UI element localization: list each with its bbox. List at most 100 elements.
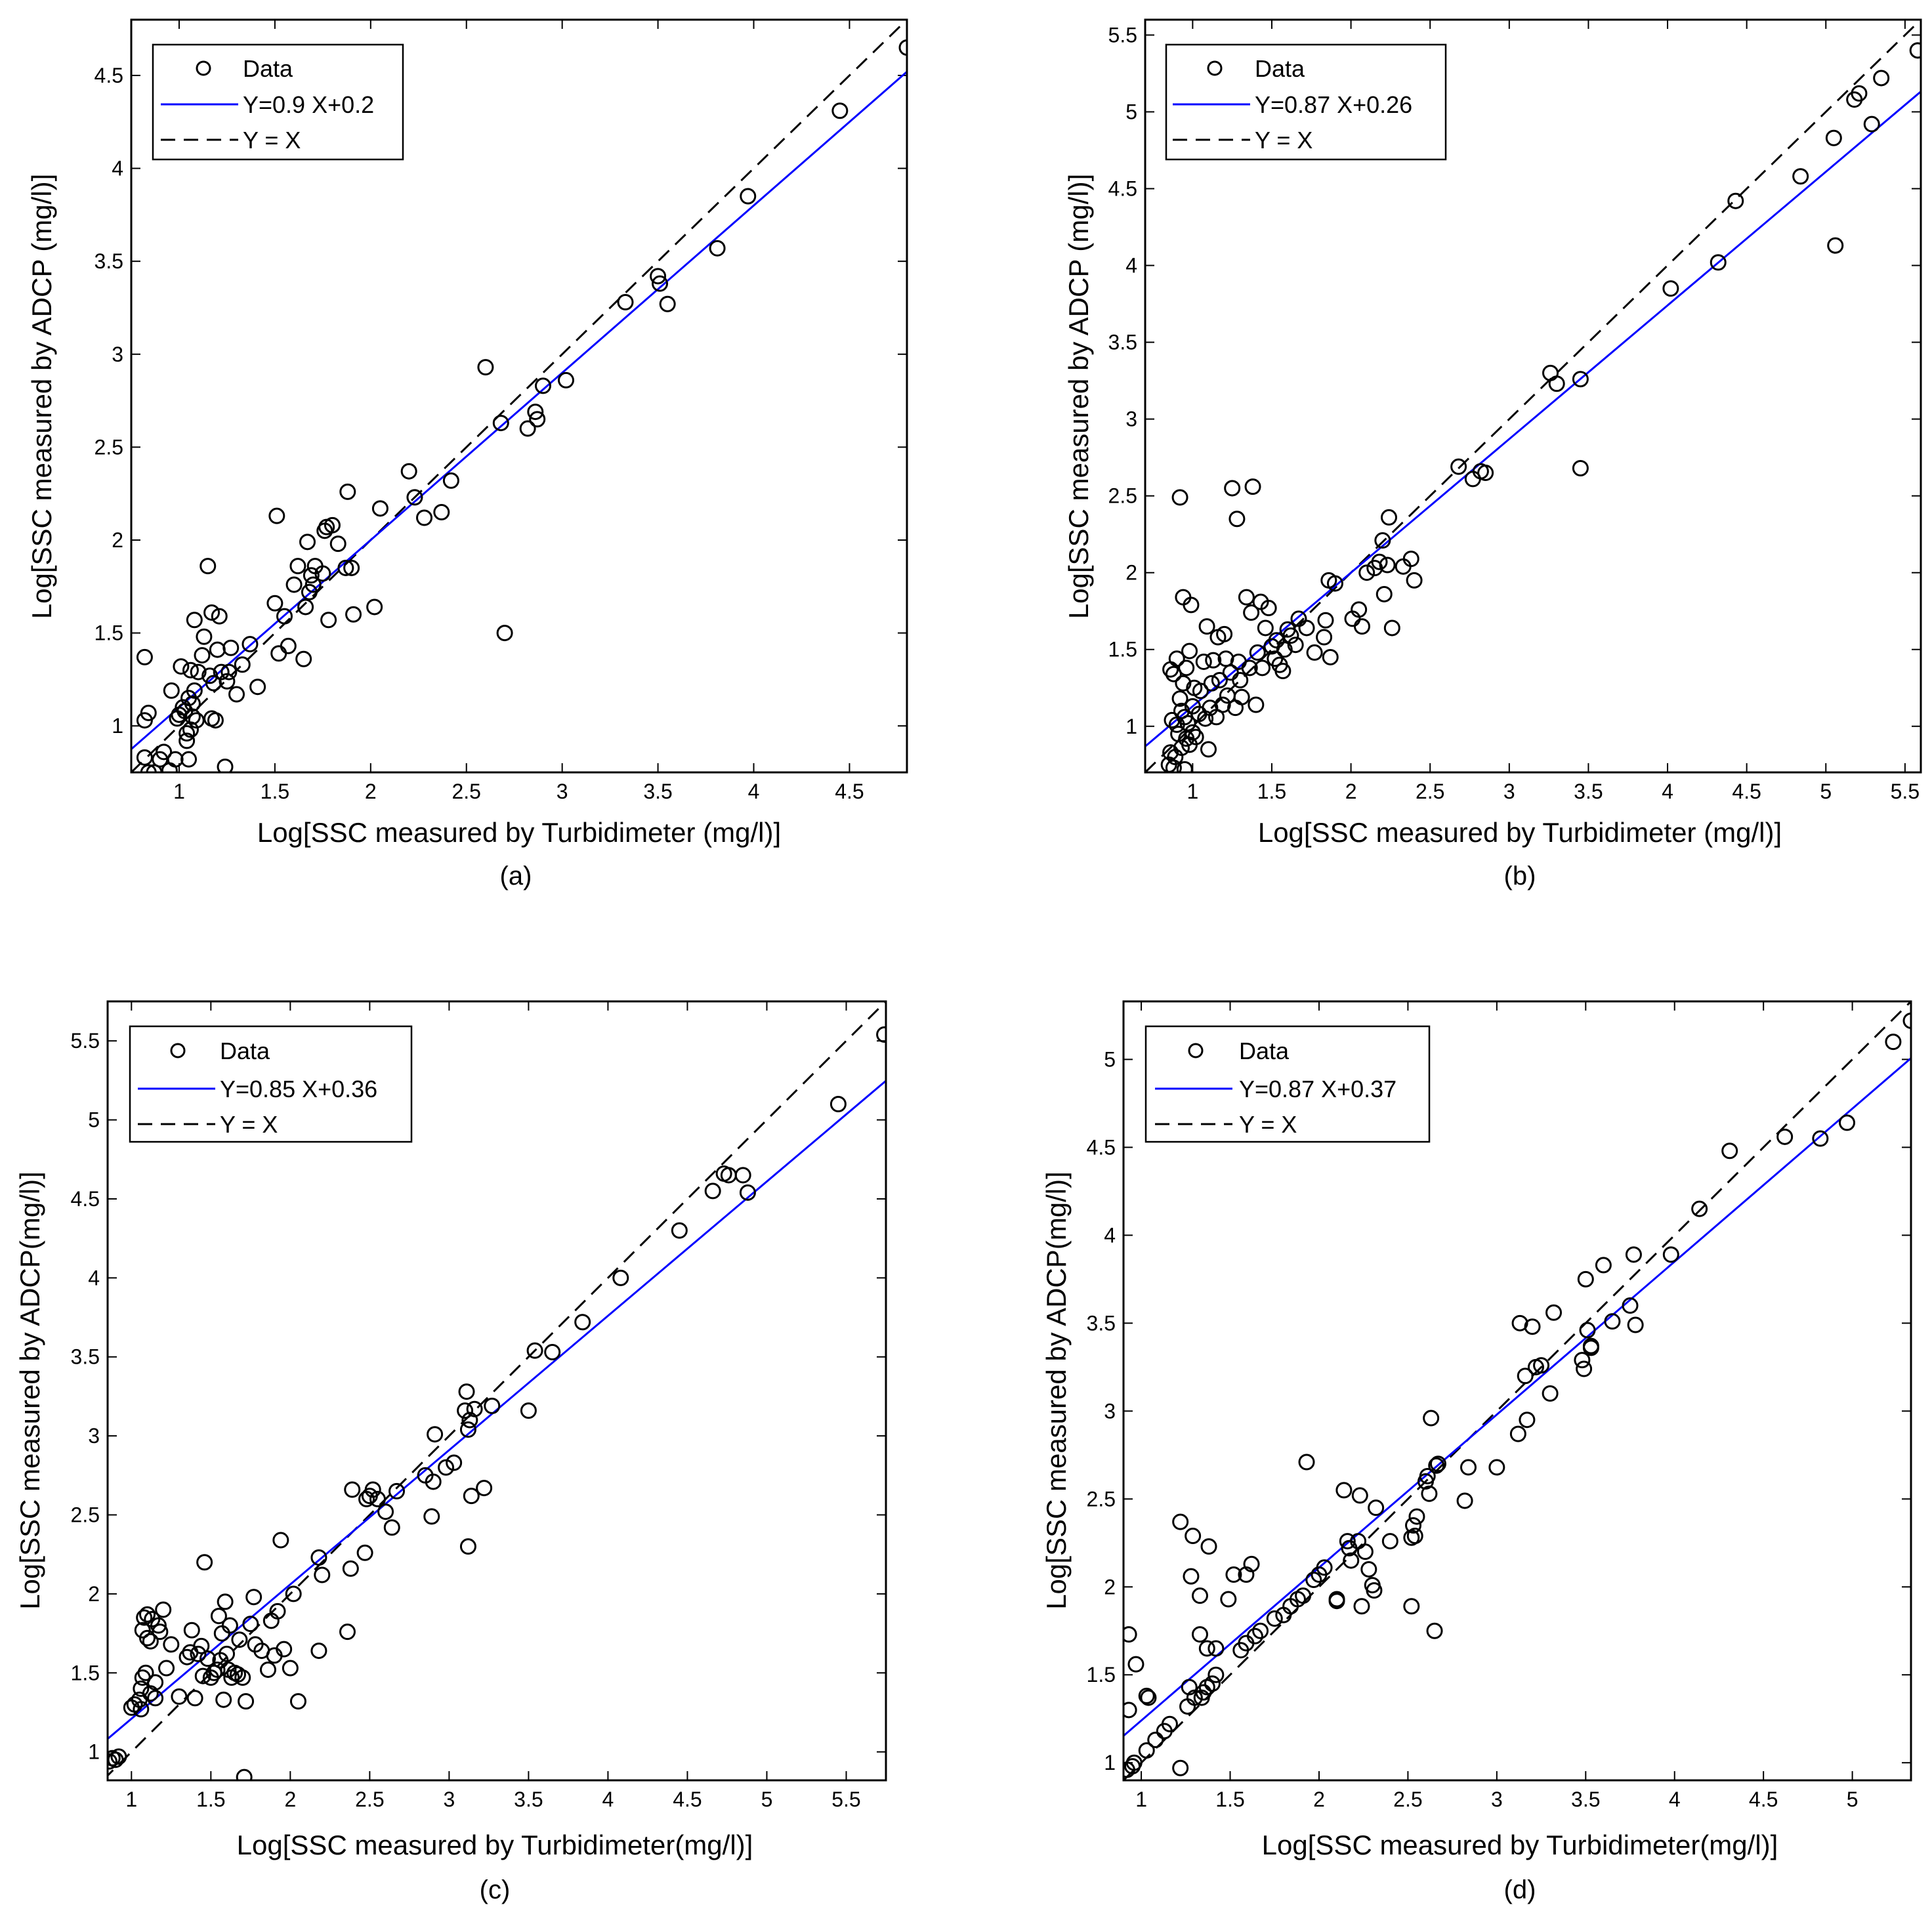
panel-c-data-point bbox=[259, 1661, 276, 1678]
panel-a-data-point bbox=[314, 565, 331, 582]
panel-c-data-point bbox=[190, 1645, 207, 1662]
panel-b-data-point bbox=[1244, 478, 1261, 495]
panel-d-data-point bbox=[1208, 1666, 1225, 1683]
panel-a-data-point bbox=[492, 415, 509, 432]
panel-c-caption: (c) bbox=[480, 1875, 511, 1904]
panel-b-legend-data-marker bbox=[1207, 60, 1223, 76]
panel-c-data-point bbox=[194, 1667, 211, 1685]
panel-b-data-point bbox=[1183, 597, 1200, 614]
panel-b-data-point bbox=[1168, 650, 1185, 667]
panel-c-ytick-label: 5 bbox=[88, 1108, 100, 1132]
panel-b-legend-identity-label: Y = X bbox=[1255, 127, 1312, 154]
panel-a-ytick-label: 1 bbox=[112, 714, 123, 738]
panel-b-xtick-label: 1 bbox=[1186, 780, 1198, 803]
panel-d-data-point bbox=[1366, 1582, 1383, 1599]
panel-a-data-point bbox=[217, 759, 234, 772]
panel-c-data-point bbox=[139, 1629, 156, 1646]
panel-a-data-point bbox=[184, 695, 201, 712]
panel-d-legend-identity-label: Y = X bbox=[1239, 1111, 1297, 1138]
panel-b-xlabel: Log[SSC measured by Turbidimeter (mg/l)] bbox=[1258, 817, 1782, 848]
panel-d-axes-box bbox=[1122, 1000, 1912, 1782]
panel-c-data-point bbox=[133, 1680, 150, 1697]
panel-b-data-point bbox=[1184, 724, 1201, 741]
panel-c-data-point bbox=[466, 1400, 483, 1417]
panel-d-data-point bbox=[1691, 1200, 1708, 1217]
panel-d-data-point bbox=[1339, 1533, 1356, 1550]
panel-a-data-point bbox=[659, 295, 676, 312]
panel-b-xtick-label: 2 bbox=[1345, 780, 1357, 803]
panel-c-data-point bbox=[178, 1648, 196, 1665]
panel-a-data-point bbox=[268, 507, 285, 524]
panel-a-data-point bbox=[173, 658, 190, 675]
panel-b-data-point bbox=[1572, 460, 1589, 477]
panel-d-xtick-label: 2.5 bbox=[1393, 1788, 1422, 1811]
panel-a-data-point bbox=[519, 420, 536, 437]
panel-a-data-point bbox=[617, 293, 634, 310]
panel-c-data-point bbox=[459, 1421, 476, 1438]
panel-a-data-point bbox=[219, 673, 236, 690]
panel-a-data-point bbox=[182, 721, 199, 738]
panel-a-legend-fit-label: Y=0.9 X+0.2 bbox=[243, 91, 374, 118]
panel-b-xtick-label: 3.5 bbox=[1574, 780, 1603, 803]
panel-c-data-point bbox=[377, 1503, 394, 1520]
panel-b-fit-line bbox=[1145, 91, 1921, 747]
panel-a-data-point bbox=[140, 704, 157, 721]
panel-b-data-point bbox=[1662, 280, 1679, 297]
panel-c-data-point bbox=[158, 1660, 175, 1677]
panel-c-xtick-label: 4.5 bbox=[673, 1788, 702, 1811]
panel-c-ytick-label: 2.5 bbox=[71, 1503, 100, 1527]
panel-d-data-point bbox=[1295, 1587, 1312, 1604]
panel-c-data-point bbox=[269, 1602, 286, 1620]
panel-b-data-point bbox=[1358, 564, 1376, 581]
panel-b-data-point bbox=[1254, 659, 1271, 677]
panel-b-data-point bbox=[1353, 618, 1370, 635]
panel-a-data-point bbox=[276, 608, 293, 625]
panel-d-data-point bbox=[1721, 1142, 1738, 1160]
panel-d-data-point bbox=[1356, 1543, 1374, 1560]
panel-c-data-point bbox=[574, 1314, 591, 1331]
panel-a-data-point bbox=[249, 679, 266, 696]
panel-d-data-point bbox=[1429, 1455, 1446, 1473]
panel-b-xtick-label: 2.5 bbox=[1416, 780, 1444, 803]
panel-b-data-point bbox=[1211, 672, 1228, 689]
panel-d-data-point bbox=[1360, 1560, 1377, 1578]
panel-b-ytick-label: 5 bbox=[1125, 100, 1137, 123]
panel-b-data-point bbox=[1198, 618, 1215, 635]
panel-b-ytick-label: 2 bbox=[1125, 561, 1137, 585]
panel-a-data-point bbox=[337, 559, 354, 576]
panel-a-data-point bbox=[406, 489, 423, 506]
panel-c-ytick-label: 3 bbox=[88, 1424, 100, 1448]
panel-c-xtick-label: 3 bbox=[443, 1788, 455, 1811]
panel-d-data-point bbox=[1902, 1012, 1911, 1029]
panel-b-data-point bbox=[1205, 652, 1222, 669]
panel-c-legend-data-label: Data bbox=[220, 1037, 270, 1064]
panel-b-plot-area bbox=[1145, 20, 1921, 772]
panel-d-data-point bbox=[1124, 1702, 1137, 1719]
panel-a-data-point bbox=[178, 725, 196, 742]
panel-a-data-point bbox=[371, 500, 388, 517]
panel-a-data-point bbox=[203, 604, 220, 621]
panel-a-data-point bbox=[709, 240, 726, 257]
panel-d-data-point bbox=[1161, 1715, 1178, 1732]
panel-d-plot-area bbox=[1124, 1001, 1911, 1780]
panel-c-data-point bbox=[193, 1637, 210, 1654]
panel-d-ytick-label: 4.5 bbox=[1087, 1135, 1116, 1159]
panel-c-plot-area bbox=[108, 1001, 886, 1780]
panel-d-data-point bbox=[1405, 1517, 1422, 1534]
panel-b-ytick-label: 2.5 bbox=[1108, 484, 1137, 508]
panel-a-xtick-label: 1.5 bbox=[261, 780, 289, 803]
panel-c-data-point bbox=[217, 1593, 234, 1610]
panel-b-data-point bbox=[1727, 192, 1744, 209]
panel-d-legend: Data Y=0.87 X+0.37 Y = X bbox=[1144, 1025, 1431, 1143]
panel-c-data-point bbox=[459, 1538, 476, 1555]
panel-c-data-point bbox=[356, 1544, 373, 1561]
panel-d-xtick-label: 4 bbox=[1669, 1788, 1681, 1811]
panel-c-data-point bbox=[234, 1669, 251, 1686]
panel-a-data-point bbox=[529, 411, 546, 428]
panel-b-data-point bbox=[1260, 600, 1277, 617]
panel-d-ytick-label: 2.5 bbox=[1087, 1487, 1116, 1511]
panel-d-data-point bbox=[1456, 1492, 1473, 1509]
panel-a-data-point bbox=[163, 682, 180, 699]
panel-c-data-point bbox=[425, 1473, 442, 1490]
panel-a-data-point bbox=[343, 559, 360, 576]
